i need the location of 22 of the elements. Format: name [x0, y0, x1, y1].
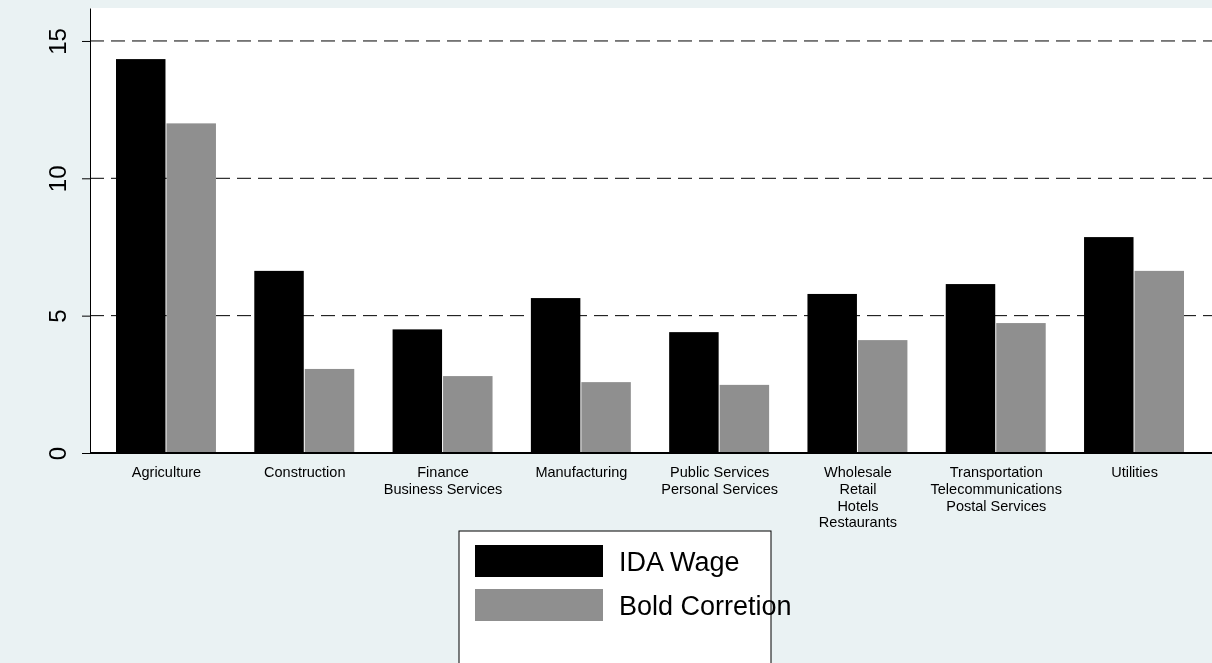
x-tick-label: Finance Business Services — [383, 464, 503, 497]
bar — [304, 368, 355, 453]
x-tick-label: Utilities — [1111, 464, 1158, 481]
bar — [857, 340, 908, 453]
y-tick-label: 10 — [44, 165, 71, 193]
legend-label: Bold Corretion — [619, 591, 792, 621]
y-tick-label: 0 — [44, 446, 71, 461]
x-tick-label: Manufacturing — [535, 464, 628, 481]
x-tick-label: Public Services Personal Services — [661, 464, 779, 497]
x-tick-label: Wholesale Retail Hotels Restaurants — [818, 464, 898, 531]
y-tick-label: 5 — [44, 309, 71, 323]
bar — [581, 382, 631, 453]
bar — [166, 123, 216, 453]
x-tick-label: Transportation Telecommunications Postal Services — [930, 464, 1062, 514]
x-tick-label: Construction — [264, 464, 346, 481]
x-tick-label: Agriculture — [131, 464, 202, 481]
y-tick-label: 15 — [44, 28, 71, 55]
bar — [443, 376, 493, 453]
bar — [1134, 270, 1184, 453]
bar — [996, 323, 1046, 453]
bar — [719, 384, 770, 453]
legend-label: IDA Wage — [619, 547, 740, 577]
